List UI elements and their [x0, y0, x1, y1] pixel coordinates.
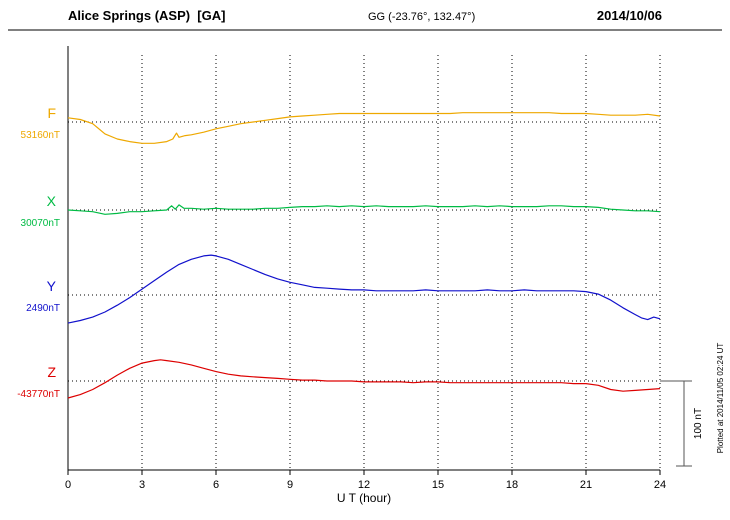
x-tick-label: 15: [432, 479, 444, 491]
station-title: Alice Springs (ASP) [GA]: [68, 8, 226, 23]
plot-date: 2014/10/06: [596, 8, 662, 23]
trace-Z: [67, 359, 661, 399]
trace-F: [67, 112, 661, 144]
trace-X: [67, 204, 661, 215]
x-tick-label: 18: [506, 479, 518, 491]
scalebar-label: 100 nT: [693, 408, 704, 439]
x-tick-label: 12: [358, 479, 370, 491]
component-label-Z: Z: [47, 364, 56, 380]
component-label-X: X: [47, 193, 57, 209]
x-tick-label: 9: [287, 479, 293, 491]
component-label-F: F: [47, 105, 56, 121]
baseline-value-X: 30070nT: [21, 218, 60, 229]
baseline-value-F: 53160nT: [21, 130, 60, 141]
x-tick-label: 3: [139, 479, 145, 491]
x-axis-label: U T (hour): [336, 491, 392, 505]
plotted-at-watermark: Plotted at 2014/11/05 02:24 UT: [716, 343, 725, 454]
x-tick-label: 24: [654, 479, 666, 491]
baseline-value-Z: -43770nT: [17, 389, 60, 400]
trace-Y: [67, 254, 661, 324]
baseline-value-Y: 2490nT: [26, 303, 60, 314]
x-tick-label: 6: [213, 479, 219, 491]
geo-coords: GG (-23.76°, 132.47°): [368, 11, 476, 23]
component-label-Y: Y: [47, 278, 57, 294]
x-tick-label: 0: [65, 479, 71, 491]
x-tick-label: 21: [580, 479, 592, 491]
